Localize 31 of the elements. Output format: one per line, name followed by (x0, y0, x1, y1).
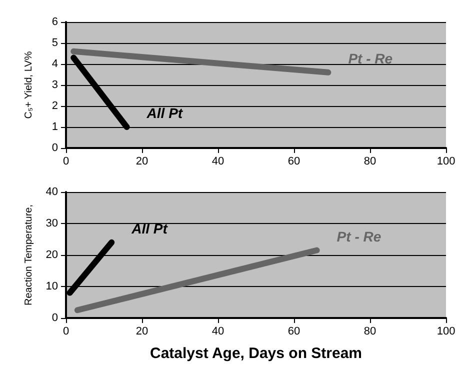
x-tick-label: 60 (288, 326, 300, 338)
x-tick-label: 60 (288, 156, 300, 168)
series-label: Pt - Re (336, 228, 382, 244)
y-tick-label: 2 (52, 100, 58, 112)
y-tick-label: 4 (52, 58, 58, 70)
x-tick-label: 0 (62, 156, 70, 168)
y-tick-label: 0 (52, 312, 58, 324)
x-tick-label: 40 (212, 156, 224, 168)
y-tick-label: 0 (52, 142, 58, 154)
x-axis-title: Catalyst Age, Days on Stream (150, 345, 362, 362)
x-tick-label: 100 (436, 156, 456, 168)
y-axis-title: C₅+ Yield, LV% (24, 51, 34, 119)
x-tick-label: 20 (136, 326, 148, 338)
y-tick-label: 10 (46, 280, 58, 292)
y-tick-label: 20 (46, 249, 58, 261)
x-tick-label: 20 (136, 156, 148, 168)
y-tick-label: 1 (52, 121, 58, 133)
y-tick-label: 3 (52, 79, 58, 91)
y-tick-label: 6 (52, 16, 58, 28)
y-axis-title: Reaction Temperature, (24, 204, 34, 306)
x-tick-label: 80 (364, 326, 376, 338)
series-label: All Pt (146, 105, 184, 121)
y-tick-label: 30 (46, 218, 58, 230)
x-tick-label: 40 (212, 326, 224, 338)
x-tick-label: 80 (364, 156, 376, 168)
x-tick-label: 0 (62, 326, 70, 338)
x-tick-label: 100 (436, 326, 456, 338)
y-tick-label: 5 (52, 37, 58, 49)
series-label: Pt - Re (348, 50, 393, 66)
y-tick-label: 40 (46, 186, 58, 198)
series-label: All Pt (130, 220, 169, 236)
